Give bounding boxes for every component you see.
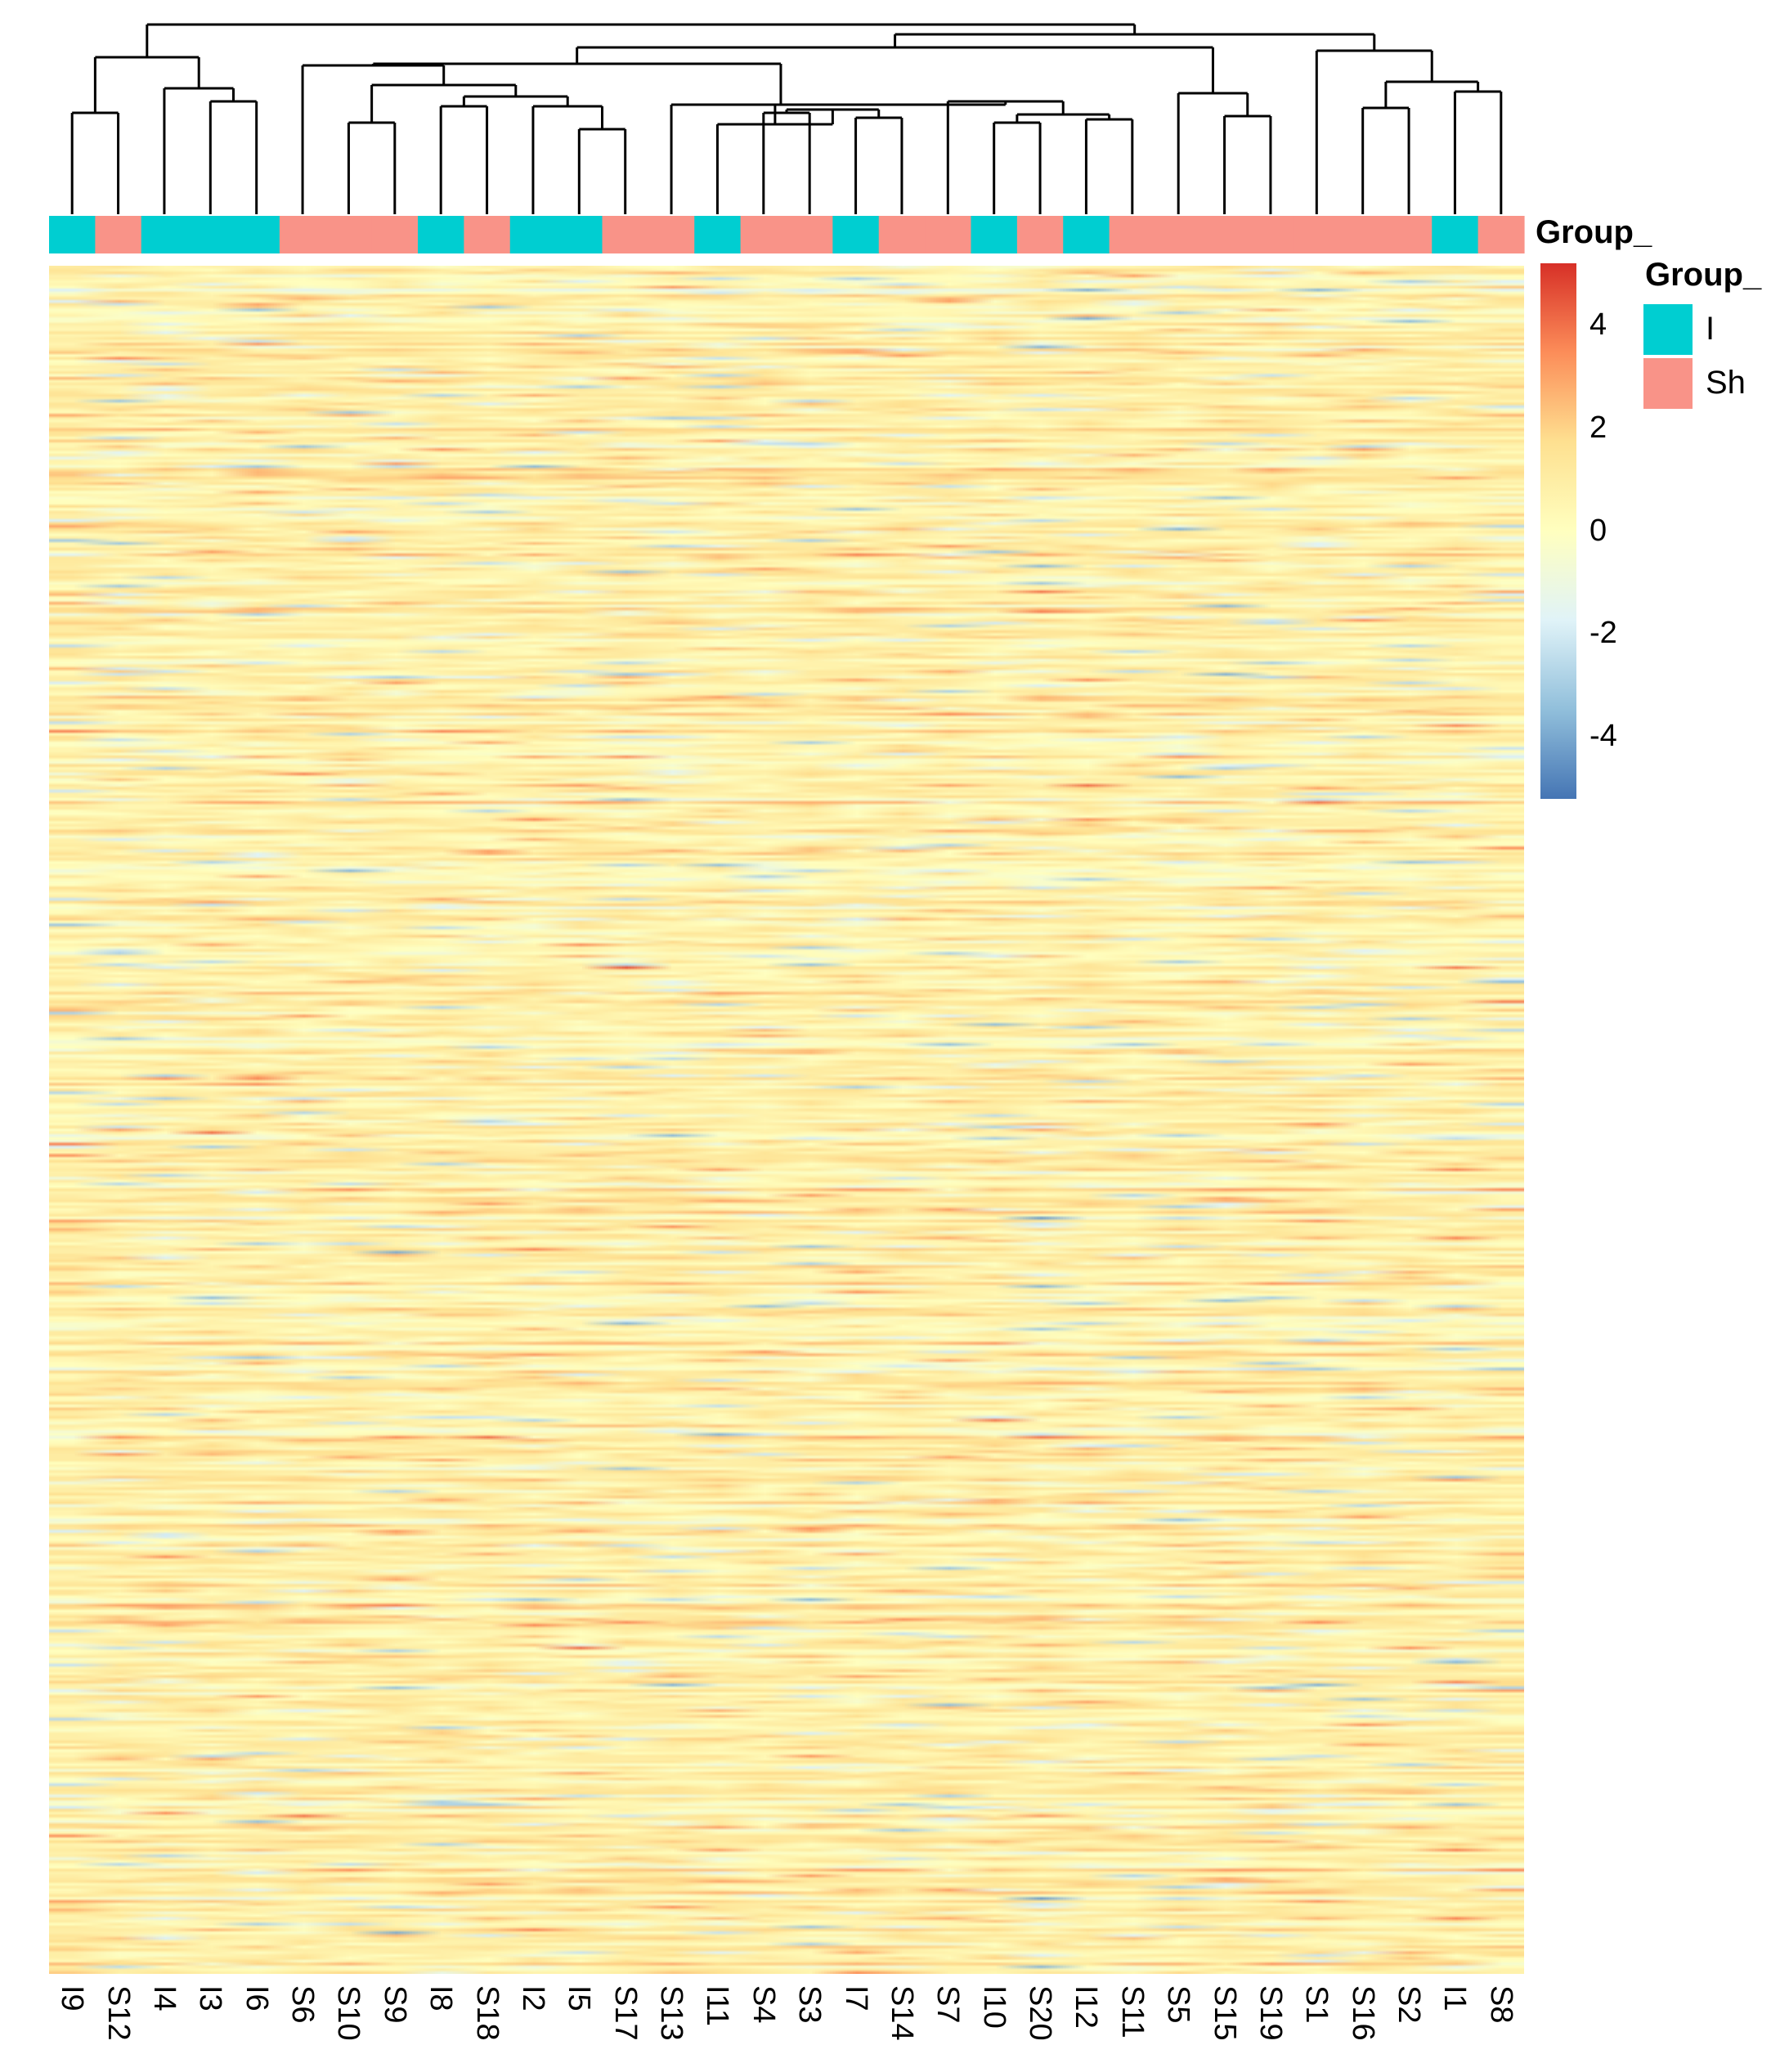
column-label-S10: S10 [331,1985,366,2041]
column-label-S4: S4 [746,1985,781,2024]
column-label-S19: S19 [1253,1985,1288,2041]
column-label-I10: I10 [976,1985,1011,2029]
column-label-S13: S13 [654,1985,689,2041]
column-label-I5: I5 [562,1985,597,2011]
annotation-cell-I10 [971,216,1018,253]
column-label-S3: S3 [792,1985,827,2024]
colorbar-tick-label: -4 [1589,719,1617,754]
legend-label-I: I [1706,311,1715,347]
annotation-cell-S8 [1477,216,1525,253]
annotation-cell-S18 [464,216,511,253]
column-label-S7: S7 [930,1985,966,2024]
column-label-I2: I2 [515,1985,550,2011]
column-label-S15: S15 [1207,1985,1242,2041]
annotation-cell-I6 [233,216,280,253]
colorbar-tick-label: -2 [1589,616,1617,651]
group-annotation-bar [49,216,1525,253]
column-label-I1: I1 [1437,1985,1473,2011]
annotation-cell-I9 [49,216,96,253]
annotation-cell-S19 [1247,216,1294,253]
column-label-I3: I3 [193,1985,228,2011]
annotation-cell-I4 [141,216,188,253]
column-label-S12: S12 [101,1985,136,2041]
annotation-cell-S1 [1294,216,1341,253]
annotation-cell-S3 [787,216,833,253]
column-label-I12: I12 [1069,1985,1104,2029]
column-label-S17: S17 [608,1985,643,2041]
column-label-I11: I11 [700,1985,735,2027]
column-dendrogram [70,23,1503,214]
annotation-cell-S2 [1385,216,1433,253]
annotation-cell-I8 [418,216,464,253]
column-label-S16: S16 [1345,1985,1380,2041]
annotation-cell-S15 [1201,216,1249,253]
annotation-cell-I7 [832,216,880,253]
annotation-cell-S20 [1016,216,1064,253]
annotation-cell-S6 [279,216,326,253]
legend-swatch-Sh [1643,358,1693,409]
annotation-row-label: Group_ [1536,214,1652,250]
annotation-cell-S4 [740,216,787,253]
annotation-cell-I1 [1432,216,1479,253]
column-label-S8: S8 [1483,1985,1518,2024]
column-label-I8: I8 [424,1985,459,2011]
annotation-cell-S11 [1109,216,1156,253]
column-label-I7: I7 [838,1985,873,2011]
column-label-I4: I4 [146,1985,182,2011]
column-label-S20: S20 [1023,1985,1058,2041]
annotation-cell-S10 [325,216,373,253]
annotation-cell-I12 [1063,216,1110,253]
column-label-S6: S6 [285,1985,321,2024]
heatmap-body [49,266,1524,1974]
column-label-S1: S1 [1299,1985,1334,2024]
annotation-cell-S5 [1155,216,1202,253]
annotation-cell-I2 [509,216,557,253]
legend-swatch-I [1643,304,1693,355]
column-label-S14: S14 [884,1985,919,2041]
column-label-S5: S5 [1161,1985,1196,2024]
colorbar-tick-label: 2 [1589,410,1607,445]
column-label-S11: S11 [1114,1985,1150,2038]
column-label-I6: I6 [239,1985,274,2011]
annotation-cell-S12 [95,216,142,253]
column-label-S2: S2 [1392,1985,1427,2024]
legend-title: Group_ [1645,257,1762,293]
annotation-cell-I3 [187,216,235,253]
annotation-cell-S17 [602,216,649,253]
annotation-cell-S14 [878,216,926,253]
annotation-cell-S7 [925,216,972,253]
annotation-cell-I5 [556,216,603,253]
annotation-cell-I11 [694,216,742,253]
colorbar-tick-label: 4 [1589,307,1607,342]
annotation-cell-S13 [648,216,695,253]
legend-label-Sh: Sh [1706,365,1746,401]
column-label-S9: S9 [377,1985,412,2024]
colorbar [1540,263,1576,799]
annotation-cell-S9 [371,216,419,253]
column-label-I9: I9 [55,1985,90,2011]
column-label-S18: S18 [469,1985,504,2041]
annotation-cell-S16 [1339,216,1387,253]
colorbar-tick-label: 0 [1589,513,1607,548]
